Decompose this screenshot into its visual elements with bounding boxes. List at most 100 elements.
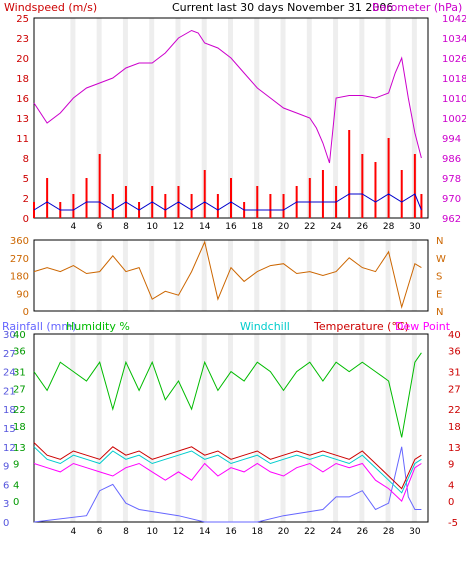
- day-band-1-12: [385, 240, 391, 311]
- baro-axis-tick: 978: [442, 174, 461, 185]
- x-tick-label-top: 14: [199, 222, 211, 232]
- day-band-2-4: [175, 334, 181, 522]
- rain-axis-tick: 24: [3, 368, 16, 379]
- direction-axis-tick: 270: [10, 254, 29, 265]
- rain-axis-tick: 15: [3, 424, 16, 435]
- legend-label: Dew Point: [395, 320, 451, 333]
- day-band-2-7: [254, 334, 260, 522]
- compass-axis-tick: S: [436, 272, 442, 283]
- wind-axis-tick: 23: [16, 34, 29, 45]
- compass-axis-tick: N: [436, 236, 443, 247]
- day-band-0-0: [70, 18, 76, 218]
- x-tick-label-top: 26: [357, 222, 369, 232]
- humidity-axis-tick: 9: [13, 460, 19, 471]
- compass-axis-tick: E: [436, 289, 442, 300]
- day-band-1-9: [306, 240, 312, 311]
- direction-axis-tick: 0: [23, 307, 29, 318]
- legend-label: Temperature (°C): [313, 320, 409, 333]
- legend-label: Windchill: [240, 320, 290, 333]
- baro-axis-tick: 1002: [442, 114, 466, 125]
- temp-axis-tick: 13: [448, 443, 461, 454]
- temp-axis-tick: 0: [448, 497, 454, 508]
- series-windchill-line: [33, 446, 422, 494]
- series-rainfall-line: [33, 446, 422, 523]
- day-band-0-7: [254, 18, 260, 218]
- humidity-axis-tick: 40: [13, 330, 26, 341]
- day-band-0-11: [359, 18, 365, 218]
- temp-axis-tick: 9: [448, 460, 454, 471]
- series-wind-average-line: [33, 193, 422, 211]
- humidity-axis-tick: 0: [13, 497, 19, 508]
- day-band-1-7: [254, 240, 260, 311]
- title-windspeed: Windspeed (m/s): [4, 1, 97, 14]
- baro-axis-tick: 1026: [442, 54, 466, 65]
- rain-axis-tick: 30: [3, 330, 16, 341]
- day-band-1-6: [228, 240, 233, 311]
- day-band-2-12: [385, 334, 391, 522]
- x-tick-label-bottom: 6: [97, 527, 103, 537]
- temp-axis-tick: 18: [448, 422, 461, 433]
- day-band-0-12: [385, 18, 391, 218]
- day-band-2-10: [333, 334, 339, 522]
- rain-axis-tick: 3: [3, 499, 9, 510]
- baro-axis-tick: 1042: [442, 14, 466, 25]
- humidity-axis-tick: 27: [13, 384, 26, 395]
- x-tick-label-top: 4: [71, 222, 77, 232]
- temp-axis-tick: 36: [448, 347, 461, 358]
- day-band-2-1: [96, 334, 102, 522]
- baro-axis-tick: 1018: [442, 74, 466, 85]
- day-band-0-8: [280, 18, 286, 218]
- wind-axis-tick: 8: [23, 154, 29, 165]
- wind-axis-tick: 20: [16, 54, 29, 65]
- x-tick-label-top: 24: [330, 222, 342, 232]
- day-band-2-8: [280, 334, 286, 522]
- humidity-axis-tick: 31: [13, 368, 26, 379]
- baro-axis-tick: 986: [442, 154, 461, 165]
- title-chart: Current last 30 days November 31 2006: [172, 1, 393, 14]
- direction-axis-tick: 90: [16, 289, 29, 300]
- day-band-0-10: [333, 18, 339, 218]
- day-band-0-13: [411, 18, 417, 218]
- rain-axis-tick: 0: [3, 518, 9, 529]
- day-band-2-13: [411, 334, 417, 522]
- wind-axis-tick: 25: [16, 14, 29, 25]
- wind-axis-tick: 0: [23, 214, 29, 225]
- rain-axis-tick: 9: [3, 462, 9, 473]
- x-tick-label-bottom: 20: [278, 527, 290, 537]
- rain-axis-tick: 12: [3, 443, 16, 454]
- day-band-0-3: [149, 18, 155, 218]
- temp-axis-tick: -5: [448, 518, 458, 529]
- temp-axis-tick: 31: [448, 368, 461, 379]
- day-band-2-2: [122, 334, 128, 522]
- direction-axis-tick: 360: [10, 236, 29, 247]
- day-band-1-0: [70, 240, 76, 311]
- humidity-axis-tick: 22: [13, 405, 26, 416]
- day-band-2-0: [70, 334, 76, 522]
- plot-frame-1: [33, 239, 429, 312]
- wind-axis-tick: 16: [16, 94, 29, 105]
- day-band-1-2: [122, 240, 128, 311]
- humidity-axis-tick: 36: [13, 347, 26, 358]
- x-tick-label-top: 28: [383, 222, 395, 232]
- x-tick-label-top: 18: [252, 222, 264, 232]
- rain-axis-tick: 27: [3, 349, 16, 360]
- legend-label: Humidity %: [66, 320, 130, 333]
- x-tick-label-bottom: 24: [330, 527, 342, 537]
- baro-axis-tick: 994: [442, 134, 461, 145]
- compass-axis-tick: N: [436, 307, 443, 318]
- series-humidity-line: [33, 352, 422, 438]
- x-tick-label-bottom: 26: [357, 527, 369, 537]
- day-band-0-2: [122, 18, 128, 218]
- wind-axis-tick: 11: [16, 134, 29, 145]
- rain-axis-tick: 18: [3, 405, 16, 416]
- wind-axis-tick: 5: [23, 174, 29, 185]
- day-band-1-10: [333, 240, 339, 311]
- day-band-1-13: [411, 240, 417, 311]
- day-band-2-6: [228, 334, 233, 522]
- day-band-1-11: [359, 240, 365, 311]
- day-band-1-4: [175, 240, 181, 311]
- day-band-0-5: [201, 18, 207, 218]
- baro-axis-tick: 1034: [442, 34, 466, 45]
- x-tick-label-top: 20: [278, 222, 290, 232]
